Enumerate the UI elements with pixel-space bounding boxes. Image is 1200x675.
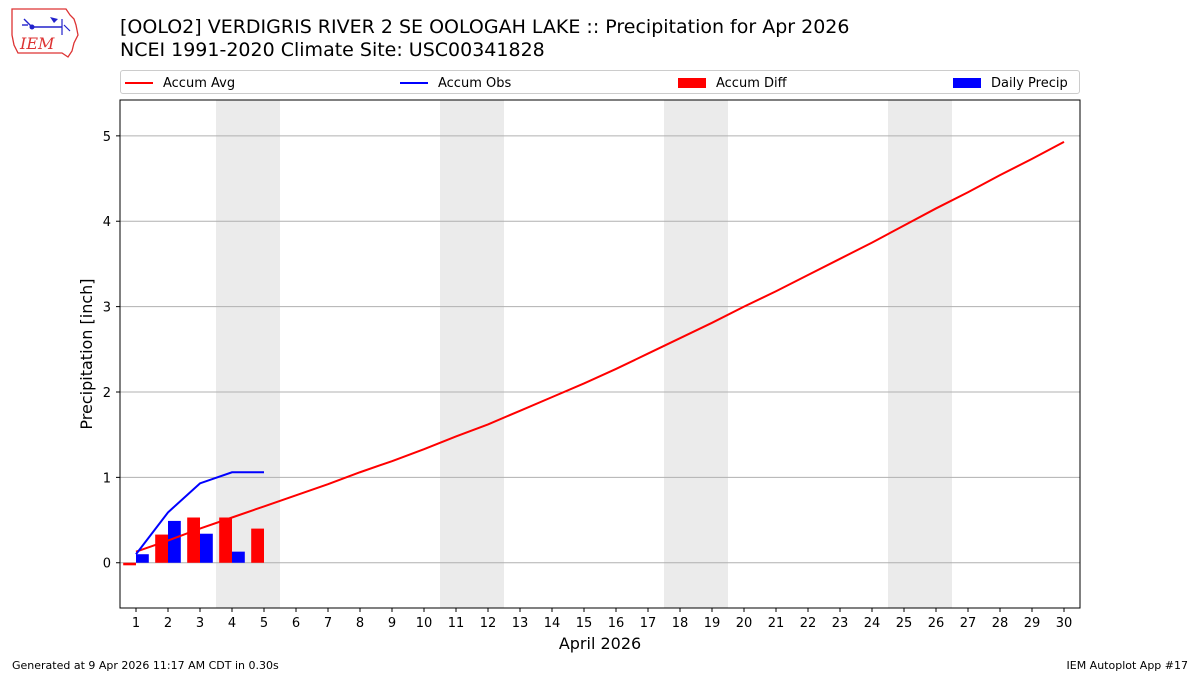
x-tick-label-12: 12: [480, 616, 497, 631]
x-tick-label-30: 30: [1056, 616, 1073, 631]
legend-item-accum-obs: Accum Obs: [400, 74, 511, 92]
y-axis: 0 1 2 3 4 5: [103, 130, 120, 572]
bar-daily-precip-day-1: [136, 554, 149, 563]
x-tick-label-16: 16: [608, 616, 625, 631]
line-accum-obs: [135, 471, 264, 555]
x-tick-label-17: 17: [640, 616, 657, 631]
x-axis: 1 2 3 4 5 6 7 8 9 10 11 12 13 14 15 16 17 18 19 20 21 22 23 24 2…: [132, 608, 1072, 631]
x-tick-label-7: 7: [324, 616, 332, 631]
footer-generated-text: Generated at 9 Apr 2026 11:17 AM CDT in …: [12, 659, 279, 672]
y-tick-label-2: 2: [103, 386, 111, 401]
x-tick-label-14: 14: [544, 616, 561, 631]
legend-label-daily-precip: Daily Precip: [991, 75, 1068, 91]
weekend-band-2: [664, 100, 728, 608]
x-tick-label-24: 24: [864, 616, 881, 631]
legend-item-accum-diff: Accum Diff: [678, 74, 787, 92]
legend-label-accum-obs: Accum Obs: [438, 75, 512, 91]
x-tick-label-11: 11: [448, 616, 465, 631]
gridlines: [120, 135, 1080, 564]
bar-accum-diff-day-4: [219, 517, 232, 563]
bar-accum-diff-day-1: [123, 562, 136, 566]
legend-swatch-accum-diff: [678, 78, 706, 88]
x-axis-label: April 2026: [559, 634, 641, 653]
line-accum-avg: [135, 140, 1065, 553]
bar-accum-diff-day-2: [155, 534, 168, 563]
x-tick-label-8: 8: [356, 616, 364, 631]
legend: Accum Avg Accum Obs Accum Diff Daily Pre…: [120, 70, 1080, 94]
weekend-band-3: [888, 100, 952, 608]
footer-app-label: IEM Autoplot App #17: [1066, 659, 1189, 672]
x-tick-label-5: 5: [260, 616, 268, 631]
chart-title: [OOLO2] VERDIGRIS RIVER 2 SE OOLOGAH LAK…: [120, 16, 850, 38]
y-tick-label-3: 3: [103, 301, 111, 316]
legend-swatch-daily-precip: [953, 78, 981, 88]
bar-accum-diff-day-3: [187, 517, 200, 563]
x-tick-label-6: 6: [292, 616, 300, 631]
y-tick-label-5: 5: [103, 130, 111, 145]
x-tick-label-2: 2: [164, 616, 172, 631]
bar-daily-precip-day-4: [232, 551, 245, 563]
x-tick-label-9: 9: [388, 616, 396, 631]
plot-frame: [119, 99, 1081, 609]
x-tick-label-18: 18: [672, 616, 689, 631]
y-tick-label-1: 1: [103, 471, 111, 486]
y-axis-label: Precipitation [inch]: [77, 278, 96, 429]
bar-daily-precip-day-2: [168, 520, 181, 563]
logo-text: IEM: [19, 34, 55, 53]
legend-item-daily-precip: Daily Precip: [953, 74, 1068, 92]
x-tick-label-28: 28: [992, 616, 1009, 631]
x-tick-label-4: 4: [228, 616, 236, 631]
x-tick-label-19: 19: [704, 616, 721, 631]
x-tick-label-1: 1: [132, 616, 140, 631]
x-tick-label-3: 3: [196, 616, 204, 631]
x-tick-label-13: 13: [512, 616, 529, 631]
x-tick-label-29: 29: [1024, 616, 1041, 631]
x-tick-label-25: 25: [896, 616, 913, 631]
legend-label-accum-avg: Accum Avg: [163, 75, 236, 91]
x-tick-label-10: 10: [416, 616, 433, 631]
weekend-band-1: [440, 100, 504, 608]
legend-label-accum-diff: Accum Diff: [716, 75, 787, 91]
x-tick-label-23: 23: [832, 616, 849, 631]
y-tick-label-0: 0: [103, 557, 111, 572]
legend-item-accum-avg: Accum Avg: [125, 74, 235, 92]
y-tick-label-4: 4: [103, 215, 111, 230]
bar-accum-diff-day-5: [251, 528, 264, 563]
bar-daily-precip-day-3: [200, 533, 213, 563]
legend-swatch-accum-obs: [400, 82, 428, 84]
iem-logo: IEM: [8, 5, 80, 63]
x-tick-label-20: 20: [736, 616, 753, 631]
legend-swatch-accum-avg: [125, 82, 153, 84]
series-lines: [135, 140, 1065, 555]
x-tick-label-26: 26: [928, 616, 945, 631]
x-tick-label-22: 22: [800, 616, 817, 631]
chart-subtitle: NCEI 1991-2020 Climate Site: USC00341828: [120, 39, 545, 61]
x-tick-label-15: 15: [576, 616, 593, 631]
x-tick-label-27: 27: [960, 616, 977, 631]
weekend-bands: [216, 100, 952, 608]
x-tick-label-21: 21: [768, 616, 785, 631]
